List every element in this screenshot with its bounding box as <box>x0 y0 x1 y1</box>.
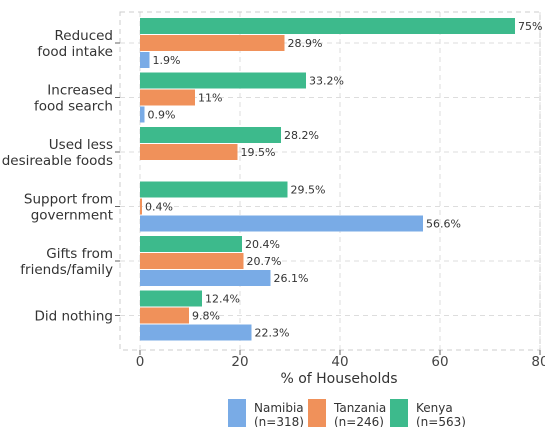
data-label: 20.7% <box>247 255 282 268</box>
legend-swatch-namibia <box>228 399 246 427</box>
bar-kenya <box>140 181 288 198</box>
legend-label: (n=563) <box>416 415 466 427</box>
bar-kenya <box>140 236 242 252</box>
bar-namibia <box>140 324 252 341</box>
bar-kenya <box>140 72 306 89</box>
bar-namibia <box>140 215 423 232</box>
x-tick-label: 20 <box>231 354 248 370</box>
legend-label: Kenya <box>416 401 453 415</box>
legend-label: Namibia <box>254 401 304 415</box>
data-label: 75% <box>518 20 542 33</box>
data-label: 26.1% <box>274 272 309 285</box>
bar-tanzania <box>140 253 244 269</box>
category-label: Did nothing <box>34 309 113 325</box>
x-tick-label: 40 <box>331 354 348 370</box>
bar-tanzania <box>140 198 142 215</box>
data-label: 11% <box>198 92 222 105</box>
data-label: 0.9% <box>148 109 176 122</box>
legend-label: Tanzania <box>333 401 386 415</box>
data-label: 22.3% <box>255 327 290 340</box>
legend: Namibia(n=318) Tanzania(n=246) Kenya(n=563… <box>228 399 466 427</box>
bar-tanzania <box>140 35 285 51</box>
category-label: friends/family <box>20 262 113 278</box>
x-axis-ticks: 0 20 40 60 80 <box>136 350 545 370</box>
data-label: 28.2% <box>284 129 319 142</box>
data-label: 9.8% <box>192 310 220 323</box>
category-label: Gifts from <box>46 246 113 262</box>
data-label: 19.5% <box>241 146 276 159</box>
legend-label: (n=246) <box>334 415 384 427</box>
x-axis-title: % of Households <box>280 371 397 387</box>
bar-namibia <box>140 106 145 123</box>
x-tick-label: 80 <box>531 354 545 370</box>
data-label: 33.2% <box>309 75 344 88</box>
bar-kenya <box>140 127 281 143</box>
x-tick-label: 60 <box>431 354 448 370</box>
category-label: government <box>31 208 113 224</box>
plot-frame <box>119 11 541 351</box>
data-label: 20.4% <box>245 238 280 251</box>
data-label: 29.5% <box>291 184 326 197</box>
data-label: 28.9% <box>288 37 323 50</box>
bar-kenya <box>140 18 515 34</box>
category-label: desireable foods <box>2 153 113 169</box>
legend-swatch-kenya <box>390 399 408 427</box>
legend-swatch-tanzania <box>308 399 326 427</box>
bar-kenya <box>140 290 202 307</box>
bar-namibia <box>140 270 271 286</box>
data-label: 56.6% <box>426 218 461 231</box>
category-label: Increased <box>47 83 113 99</box>
category-label: food intake <box>37 44 113 60</box>
category-label: food search <box>34 99 113 115</box>
bars: 75% 28.9% 1.9% 33.2% 11% 0.9% 28.2% 19.5% 29.5% 0… <box>140 18 542 341</box>
category-label: Support from <box>24 192 113 208</box>
bar-namibia <box>140 52 150 68</box>
x-tick-label: 0 <box>136 354 145 370</box>
data-label: 0.4% <box>145 201 173 214</box>
bar-tanzania <box>140 89 195 106</box>
data-label: 1.9% <box>153 54 181 67</box>
bar-tanzania <box>140 307 189 324</box>
category-label: Used less <box>49 137 113 153</box>
legend-label: (n=318) <box>254 415 304 427</box>
category-label: Reduced <box>54 28 113 44</box>
data-label: 12.4% <box>205 293 240 306</box>
bar-tanzania <box>140 144 238 160</box>
gridlines <box>120 12 541 350</box>
